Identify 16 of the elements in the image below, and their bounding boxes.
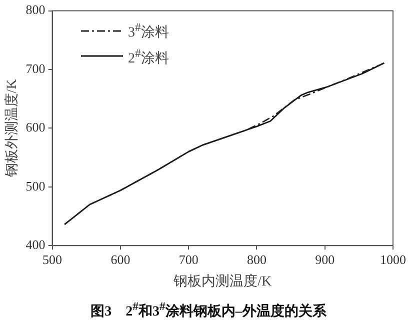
x-tick-label: 900 <box>315 252 335 267</box>
legend-label: 3$^{#}$涂料 <box>128 20 169 43</box>
y-axis-title: 钢板外测温度/K <box>4 79 20 178</box>
y-tick-label: 600 <box>26 120 46 135</box>
x-tick-label: 500 <box>42 252 62 267</box>
x-tick-label: 1000 <box>380 252 406 267</box>
text: 图3 2$^{#}$和3$^{#}$涂料钢板内–外温度的关系 <box>90 300 328 321</box>
y-tick-label: 800 <box>26 2 46 18</box>
legend-label: 2$^{#}$涂料 <box>128 46 169 68</box>
x-axis-title: 钢板内测温度/K <box>172 273 272 290</box>
x-tick-label: 700 <box>178 252 198 267</box>
x-tick-label: 600 <box>110 252 130 267</box>
x-tick-label: 800 <box>246 252 266 267</box>
y-tick-label: 400 <box>26 237 46 252</box>
y-tick-label: 500 <box>26 178 46 194</box>
y-tick-label: 700 <box>26 60 46 76</box>
